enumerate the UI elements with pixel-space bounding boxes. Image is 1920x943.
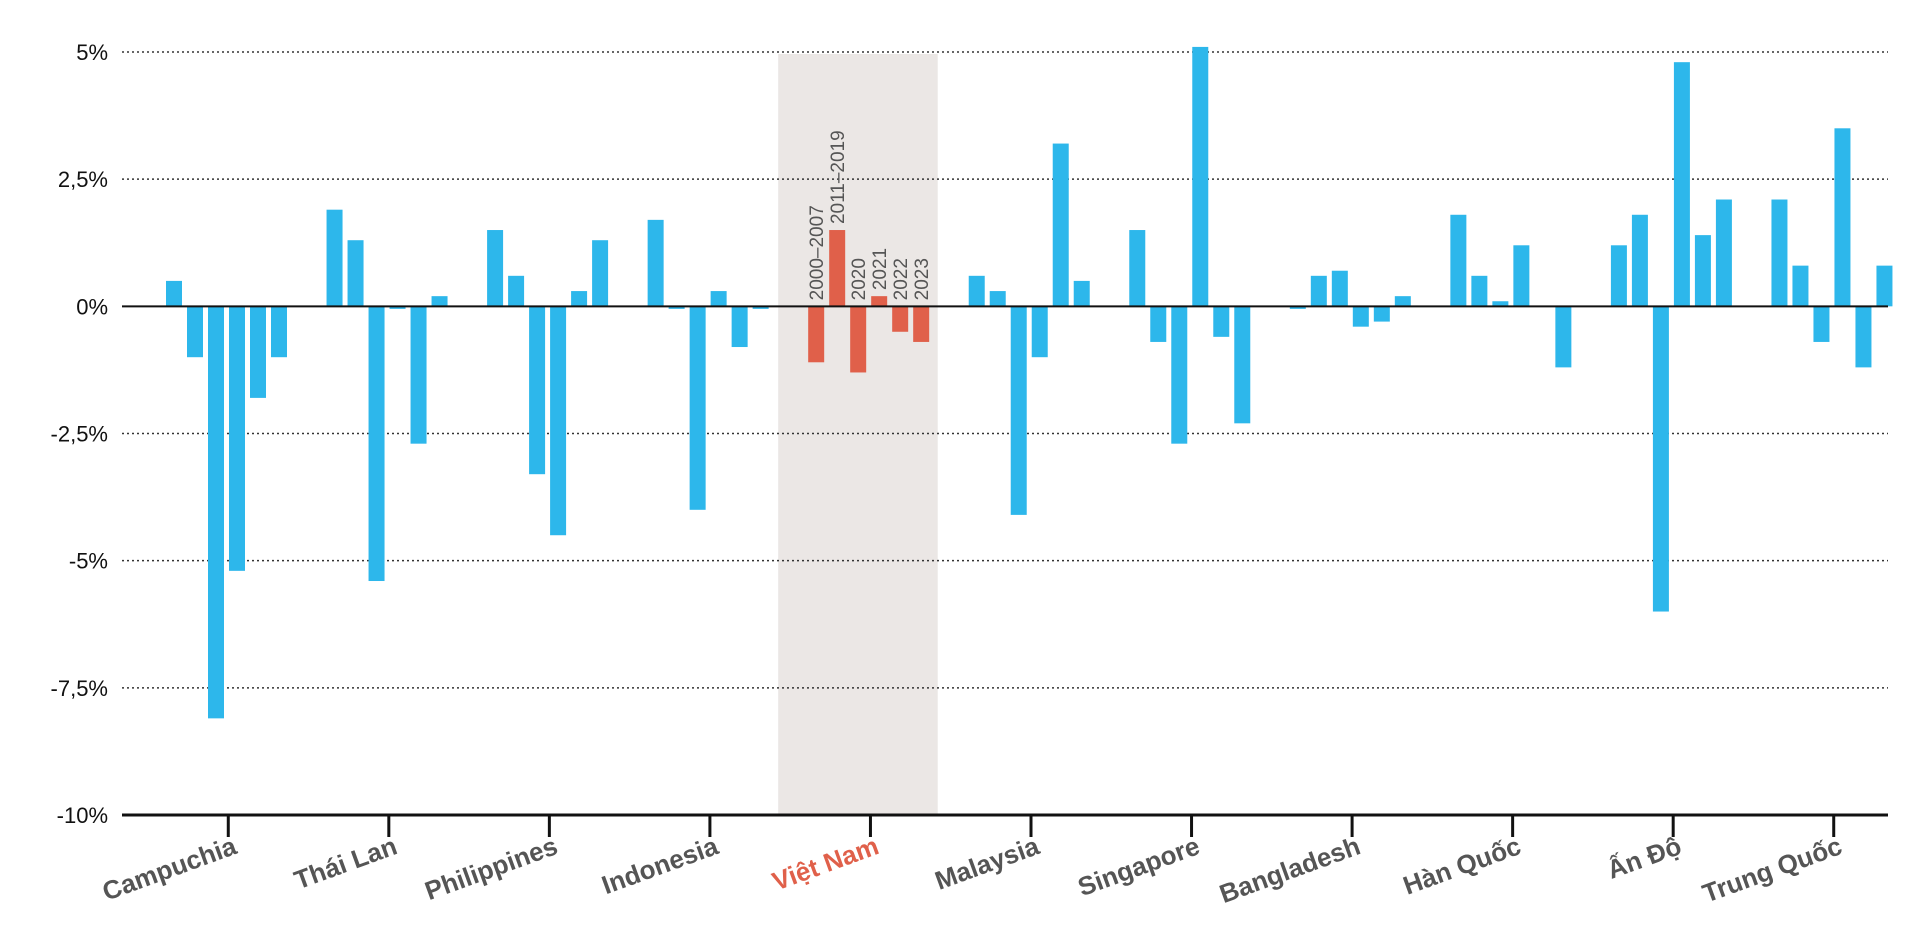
series-label: 2000–2007: [807, 205, 828, 300]
bar-malaysia-1: [968, 275, 985, 307]
bars: [166, 46, 1893, 719]
bar-philippines-1: [487, 230, 504, 307]
bar-malaysia-4: [1031, 306, 1048, 358]
bar-indonesia-1: [647, 219, 664, 307]
bar-việt-nam-2: [829, 230, 846, 307]
bar-bangladesh-3: [1331, 270, 1348, 307]
bar-singapore-1: [1129, 230, 1146, 307]
bar-bangladesh-6: [1394, 296, 1411, 307]
bar-ấn-độ-3: [1652, 306, 1669, 612]
x-tick-label: Bangladesh: [1215, 830, 1364, 909]
bar-campuchia-3: [208, 306, 224, 719]
x-tick-label: Hàn Quốc: [1399, 830, 1525, 900]
highlight-band: [778, 54, 938, 815]
bar-campuchia-4: [229, 306, 245, 571]
gridlines: [122, 51, 1888, 689]
bar-bangladesh-2: [1310, 275, 1327, 307]
y-tick-label: 0%: [76, 294, 108, 319]
y-tick-label: -5%: [69, 549, 108, 574]
x-tick-label: Trung Quốc: [1698, 830, 1845, 908]
bar-trung-quốc-1: [1771, 199, 1788, 307]
x-tick-label: Ấn Độ: [1603, 830, 1685, 884]
series-label: 2020: [849, 258, 870, 300]
bar-philippines-3: [529, 306, 546, 475]
bar-hàn-quốc-3: [1492, 301, 1509, 307]
bar-ấn-độ-2: [1631, 214, 1648, 307]
bar-singapore-6: [1234, 306, 1251, 424]
x-tick-label: Thái Lan: [290, 830, 401, 895]
bar-indonesia-3: [689, 306, 706, 510]
bar-malaysia-6: [1073, 280, 1090, 307]
bar-hàn-quốc-4: [1513, 245, 1530, 307]
bar-campuchia-2: [187, 306, 203, 358]
y-tick-label: -10%: [57, 803, 108, 828]
bar-campuchia-5: [250, 306, 266, 398]
bar-việt-nam-6: [913, 306, 930, 342]
x-tick-label: Indonesia: [598, 830, 723, 900]
bar-việt-nam-4: [871, 296, 888, 307]
bar-philippines-4: [550, 306, 567, 536]
bar-trung-quốc-4: [1834, 128, 1851, 307]
bar-ấn-độ-1: [1610, 245, 1627, 307]
series-label: 2022: [891, 258, 912, 300]
bar-singapore-4: [1192, 46, 1209, 307]
bar-singapore-5: [1213, 306, 1230, 337]
bar-thái-lan-1: [326, 209, 343, 307]
bar-malaysia-3: [1010, 306, 1027, 515]
x-tick-label: Philippines: [421, 830, 562, 906]
bar-singapore-3: [1171, 306, 1188, 444]
bar-trung-quốc-3: [1813, 306, 1830, 342]
bar-indonesia-2: [668, 306, 685, 309]
x-tick-label: Malaysia: [931, 830, 1044, 895]
bar-malaysia-5: [1052, 143, 1069, 307]
bar-singapore-2: [1150, 306, 1167, 342]
bar-philippines-6: [592, 240, 609, 307]
y-tick-label: -2,5%: [51, 422, 108, 447]
series-label: 2011–2019: [828, 130, 849, 224]
bar-việt-nam-3: [850, 306, 867, 373]
bar-hàn-quốc-6: [1555, 306, 1572, 368]
bar-việt-nam-5: [892, 306, 909, 332]
bar-thái-lan-4: [389, 306, 406, 309]
bar-ấn-độ-5: [1694, 235, 1711, 307]
bar-ấn-độ-6: [1715, 199, 1732, 307]
series-label: 2023: [912, 258, 933, 300]
x-tick-label: Campuchia: [98, 830, 240, 906]
bar-bangladesh-4: [1352, 306, 1369, 327]
y-axis-ticks: 5% 2,5% 0% -2,5% -5% -7,5% -10%: [51, 40, 108, 828]
x-axis-ticks: Campuchia Thái Lan Philippines Indonesia Việ…: [98, 815, 1846, 909]
bar-philippines-5: [571, 291, 588, 307]
series-label: 2021: [870, 248, 891, 290]
bar-malaysia-2: [989, 291, 1006, 307]
bar-việt-nam-1: [808, 306, 825, 363]
bar-thái-lan-2: [347, 240, 364, 307]
bar-thái-lan-5: [410, 306, 427, 444]
bar-thái-lan-6: [431, 296, 448, 307]
bar-indonesia-5: [731, 306, 748, 348]
bar-thái-lan-3: [368, 306, 385, 582]
bar-trung-quốc-6: [1876, 265, 1893, 307]
bar-bangladesh-1: [1289, 306, 1306, 309]
bar-campuchia-1: [166, 280, 182, 307]
bar-hàn-quốc-1: [1450, 214, 1467, 307]
bar-bangladesh-5: [1373, 306, 1390, 322]
bar-hàn-quốc-2: [1471, 275, 1488, 307]
bar-trung-quốc-2: [1792, 265, 1809, 307]
bar-indonesia-4: [710, 291, 727, 307]
y-tick-label: 2,5%: [58, 167, 108, 192]
x-tick-label: Việt Nam: [768, 830, 882, 896]
bar-philippines-2: [508, 275, 525, 307]
bar-campuchia-6: [271, 306, 287, 358]
bar-ấn-độ-4: [1673, 62, 1690, 307]
y-tick-label: -7,5%: [51, 676, 108, 701]
x-tick-label: Singapore: [1074, 830, 1204, 902]
bar-indonesia-6: [752, 306, 769, 309]
y-tick-label: 5%: [76, 40, 108, 65]
bar-trung-quốc-5: [1855, 306, 1872, 368]
